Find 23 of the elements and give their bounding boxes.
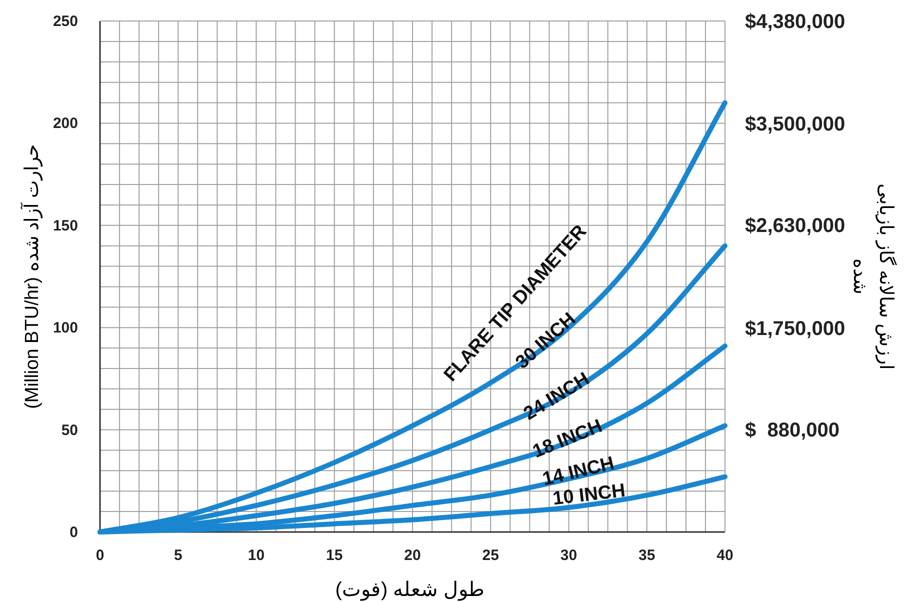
y-tick-label: 150	[52, 217, 78, 234]
x-tick-label: 30	[560, 547, 578, 564]
y2-tick-label: $ 880,000	[745, 419, 840, 442]
y-tick-label: 200	[52, 115, 78, 132]
y2-axis-title: ارزش سالانه گاز بازیابی شده	[849, 184, 898, 370]
y2-tick-label: $4,380,000	[745, 11, 846, 33]
y-tick-label: 0	[70, 524, 78, 541]
x-axis-title: طول شعله (فوت)	[335, 579, 485, 601]
y2-tick-label: $2,630,000	[745, 215, 846, 238]
x-tick-label: 15	[326, 547, 343, 564]
y2-tick-label: $1,750,000	[745, 318, 846, 340]
y-axis-title: حرارت آزاد شده (Million BTU/hr)	[20, 144, 43, 409]
x-tick-label: 0	[96, 547, 104, 564]
x-tick-label: 10	[248, 547, 265, 564]
y-tick-label: 100	[52, 320, 78, 337]
y-tick-label: 50	[61, 422, 78, 439]
y-tick-label: 250	[52, 13, 78, 30]
x-tick-label: 25	[482, 547, 499, 564]
x-tick-label: 40	[716, 547, 734, 564]
x-tick-label: 20	[404, 547, 421, 564]
x-tick-label: 5	[174, 547, 182, 564]
y2-tick-label: $3,500,000	[745, 114, 846, 136]
x-tick-label: 35	[638, 547, 656, 564]
